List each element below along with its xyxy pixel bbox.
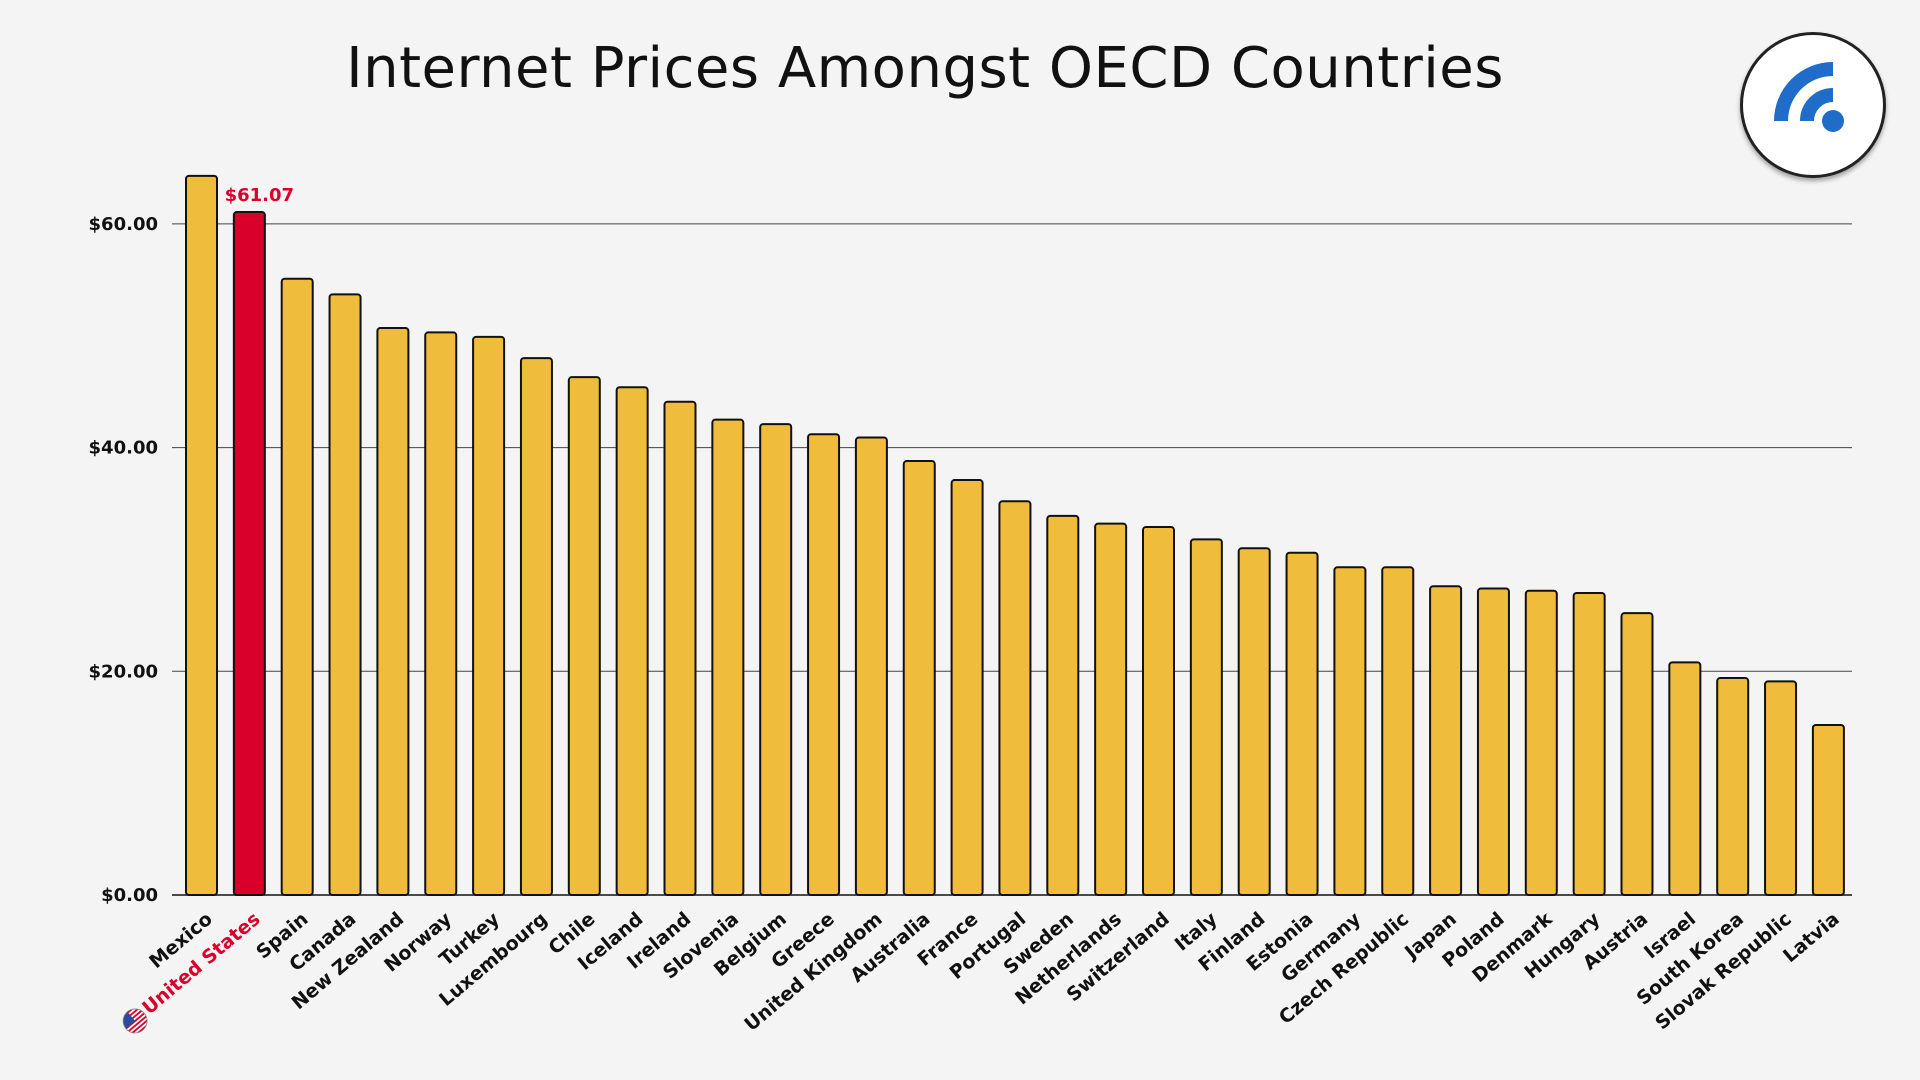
wifi-signal-icon <box>1774 62 1844 132</box>
bar-ireland <box>663 400 697 896</box>
bar-spain <box>280 277 314 896</box>
bar-new-zealand <box>376 326 410 896</box>
bar-france <box>950 479 984 896</box>
bar-sweden <box>1046 514 1080 896</box>
bar-poland <box>1476 587 1510 897</box>
bar-finland <box>1237 547 1271 896</box>
bar-united-kingdom <box>854 436 888 896</box>
bar-luxembourg <box>519 357 553 896</box>
bar-norway <box>424 331 458 897</box>
annotations: $61.07 <box>225 185 294 206</box>
bar-austria <box>1620 612 1654 896</box>
y-tick-label: $40.00 <box>89 438 158 459</box>
bar-australia <box>902 460 936 896</box>
bar-mexico <box>185 174 218 896</box>
bars <box>185 174 1845 897</box>
data-label: $61.07 <box>225 185 294 206</box>
bar-italy <box>1189 538 1223 896</box>
bar-denmark <box>1524 589 1558 896</box>
y-tick-label: $60.00 <box>89 214 158 235</box>
bar-germany <box>1333 566 1367 896</box>
bar-japan <box>1429 585 1463 896</box>
bar-slovenia <box>711 418 745 896</box>
chart-title: Internet Prices Amongst OECD Countries <box>346 36 1504 101</box>
bar-greece <box>807 433 841 896</box>
bar-netherlands <box>1094 522 1128 896</box>
y-axis-ticks: $0.00 $20.00 $40.00 $60.00 <box>89 214 158 906</box>
bar-iceland <box>615 386 649 896</box>
brand-logo <box>1740 32 1886 178</box>
y-tick-label: $20.00 <box>89 661 158 682</box>
bar-switzerland <box>1142 526 1175 897</box>
bar-latvia <box>1811 723 1845 896</box>
bar-chile <box>567 376 601 897</box>
bar-israel <box>1668 661 1702 896</box>
bar-belgium <box>759 423 793 896</box>
bar-turkey <box>472 335 506 896</box>
bar-czech-republic <box>1381 566 1415 896</box>
bar-hungary <box>1572 592 1606 896</box>
bar-estonia <box>1285 551 1319 897</box>
bar-south-korea <box>1716 677 1750 896</box>
y-tick-label: $0.00 <box>101 885 158 906</box>
bar-slovak-republic <box>1764 680 1798 896</box>
bar-united-states <box>232 210 266 896</box>
bar-portugal <box>998 500 1032 896</box>
bar-canada <box>328 293 362 896</box>
